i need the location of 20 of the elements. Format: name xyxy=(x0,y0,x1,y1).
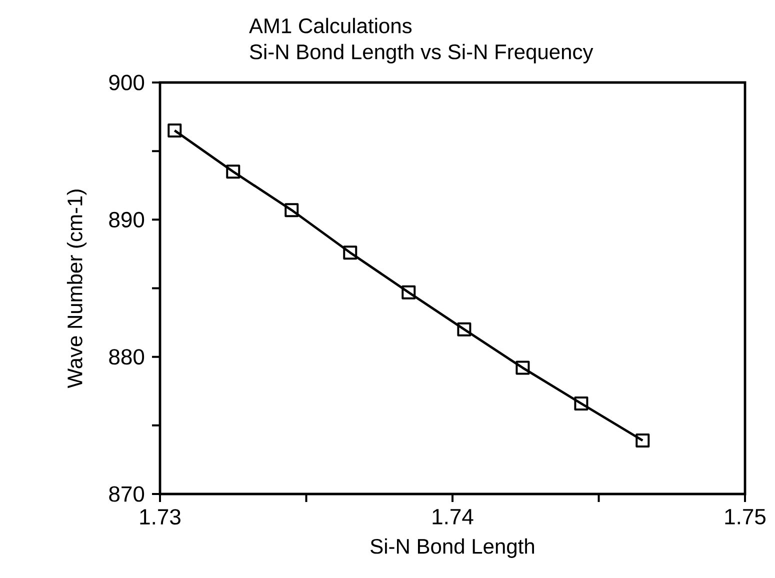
point xyxy=(457,322,472,336)
y-tick-label: 870 xyxy=(109,486,144,502)
chart-subtitle: Si-N Bond Length vs Si-N Frequency xyxy=(250,44,594,64)
point xyxy=(343,246,358,260)
x-axis-title: Si-N Bond Length xyxy=(370,538,534,558)
point xyxy=(284,203,299,218)
point xyxy=(516,360,530,375)
chart-title: AM1 Calculations xyxy=(249,18,412,34)
x-tick-label: 1.73 xyxy=(140,509,180,525)
point xyxy=(574,396,588,410)
y-tick-label: 900 xyxy=(109,74,144,90)
point xyxy=(168,124,182,138)
y-tick-label: 890 xyxy=(109,212,144,228)
x-tick-label: 1.75 xyxy=(725,509,766,524)
point xyxy=(636,434,650,448)
point xyxy=(226,164,240,179)
y-axis-title: Wave Number (cm-1) xyxy=(66,190,87,388)
y-tick-label: 880 xyxy=(109,349,144,365)
x-tick-label: 1.74 xyxy=(432,509,474,524)
point xyxy=(402,285,416,300)
